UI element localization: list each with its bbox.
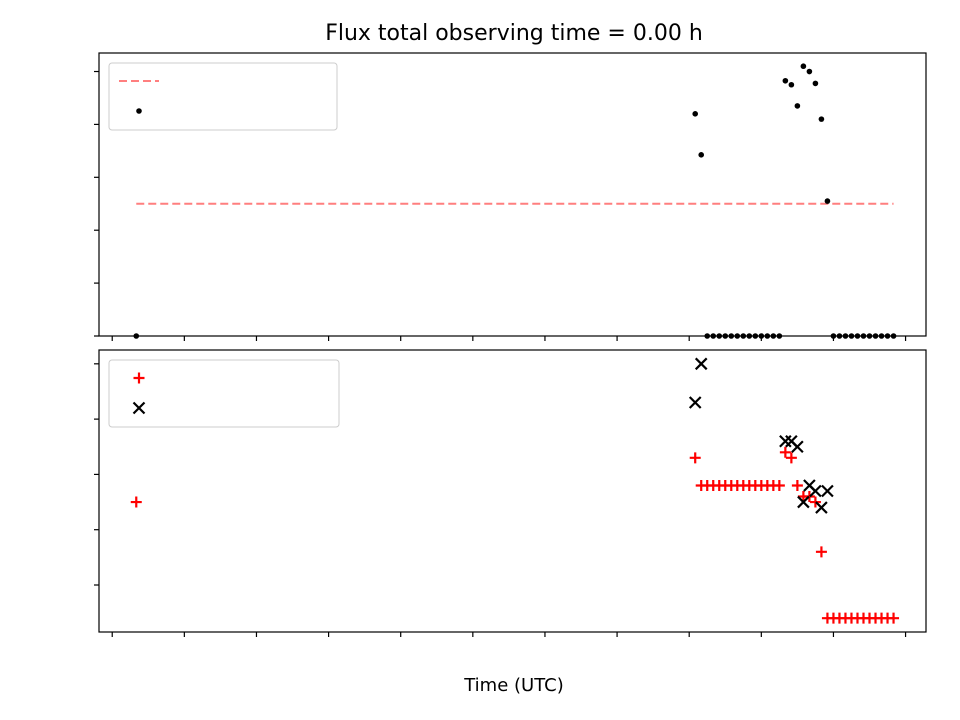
data-point bbox=[692, 111, 699, 117]
data-point bbox=[848, 333, 855, 339]
legend-box bbox=[108, 62, 338, 131]
data-point bbox=[815, 501, 828, 514]
data-point bbox=[698, 152, 705, 158]
data-point bbox=[770, 333, 777, 339]
legend-marker bbox=[133, 372, 145, 384]
legend-marker bbox=[132, 401, 146, 415]
data-point bbox=[860, 333, 867, 339]
data-point bbox=[746, 333, 753, 339]
top-panel bbox=[94, 52, 927, 341]
series-matched-stars bbox=[130, 446, 900, 624]
data-point bbox=[791, 479, 803, 491]
legend-marker bbox=[136, 108, 142, 114]
data-point bbox=[806, 68, 813, 75]
data-point bbox=[842, 333, 849, 339]
legend-box bbox=[108, 359, 340, 428]
series-measurements bbox=[133, 63, 897, 339]
data-point bbox=[803, 491, 815, 503]
data-point bbox=[809, 496, 821, 508]
data-point bbox=[836, 333, 843, 339]
data-point bbox=[890, 333, 897, 339]
data-point bbox=[884, 333, 891, 339]
data-point bbox=[878, 333, 885, 339]
data-point bbox=[872, 333, 879, 339]
data-point bbox=[782, 77, 789, 84]
data-point bbox=[809, 484, 822, 498]
data-point bbox=[716, 333, 723, 339]
data-point bbox=[758, 333, 765, 339]
data-point bbox=[130, 496, 142, 508]
data-point bbox=[791, 440, 804, 454]
top-axes-frame bbox=[98, 52, 927, 337]
data-point bbox=[779, 446, 791, 458]
bottom-legend bbox=[108, 359, 340, 428]
top-legend bbox=[108, 62, 338, 131]
data-point bbox=[689, 452, 701, 464]
data-point bbox=[694, 357, 708, 371]
data-point bbox=[830, 333, 837, 339]
data-point bbox=[794, 103, 801, 109]
data-point bbox=[824, 198, 831, 204]
bottom-panel bbox=[94, 349, 927, 637]
data-point bbox=[740, 333, 747, 339]
data-point bbox=[764, 333, 771, 339]
data-point bbox=[704, 333, 711, 339]
data-point bbox=[788, 81, 795, 88]
data-point bbox=[728, 333, 735, 339]
data-point bbox=[776, 333, 783, 339]
data-point bbox=[773, 479, 785, 491]
bottom-axes-frame bbox=[98, 349, 927, 633]
data-point bbox=[752, 333, 759, 339]
data-point bbox=[815, 546, 827, 558]
series-predicted-stars bbox=[688, 357, 834, 514]
data-point bbox=[785, 452, 797, 464]
data-point bbox=[854, 333, 861, 339]
data-point bbox=[812, 80, 819, 87]
data-point bbox=[797, 495, 810, 509]
data-point bbox=[722, 333, 729, 339]
data-point bbox=[888, 612, 900, 624]
data-point bbox=[800, 63, 807, 70]
data-point bbox=[133, 333, 140, 339]
x-axis-label: Time (UTC) bbox=[463, 675, 564, 696]
data-point bbox=[866, 333, 873, 339]
data-point bbox=[688, 396, 702, 409]
data-point bbox=[734, 333, 741, 339]
figure-title: Flux total observing time = 0.00 h bbox=[325, 21, 703, 46]
data-point bbox=[821, 484, 834, 498]
data-point bbox=[818, 116, 825, 122]
data-point bbox=[710, 333, 717, 339]
